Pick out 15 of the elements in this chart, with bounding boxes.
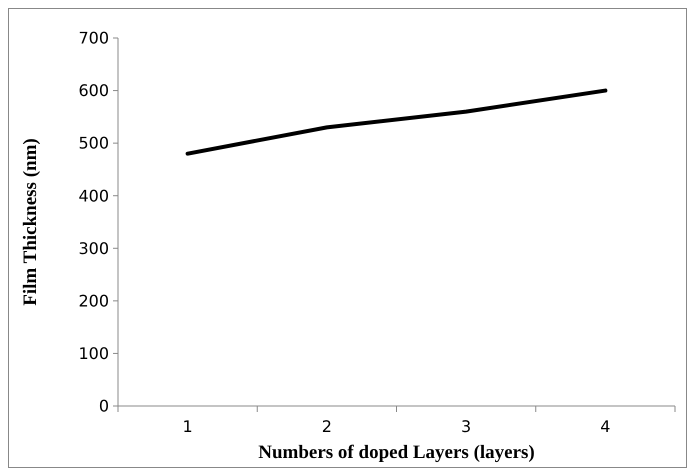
y-tick-label: 300 [78,238,109,258]
y-tick-label: 200 [78,291,109,310]
y-tick-label: 400 [78,186,109,206]
x-axis-title: Numbers of doped Layers (layers) [258,442,535,463]
x-tick-label: 4 [600,417,610,436]
y-tick-label: 600 [78,81,109,100]
x-tick-label: 2 [322,417,332,436]
line-series [186,88,608,156]
y-tick-label: 500 [78,134,109,153]
y-tick-label: 700 [78,28,109,48]
y-axis-title: Film Thickness (nm) [20,138,41,306]
y-tick-label: 0 [98,396,109,416]
x-tick-label: 3 [461,417,472,436]
x-tick-label: 1 [182,417,193,436]
y-tick-label: 100 [78,344,109,364]
